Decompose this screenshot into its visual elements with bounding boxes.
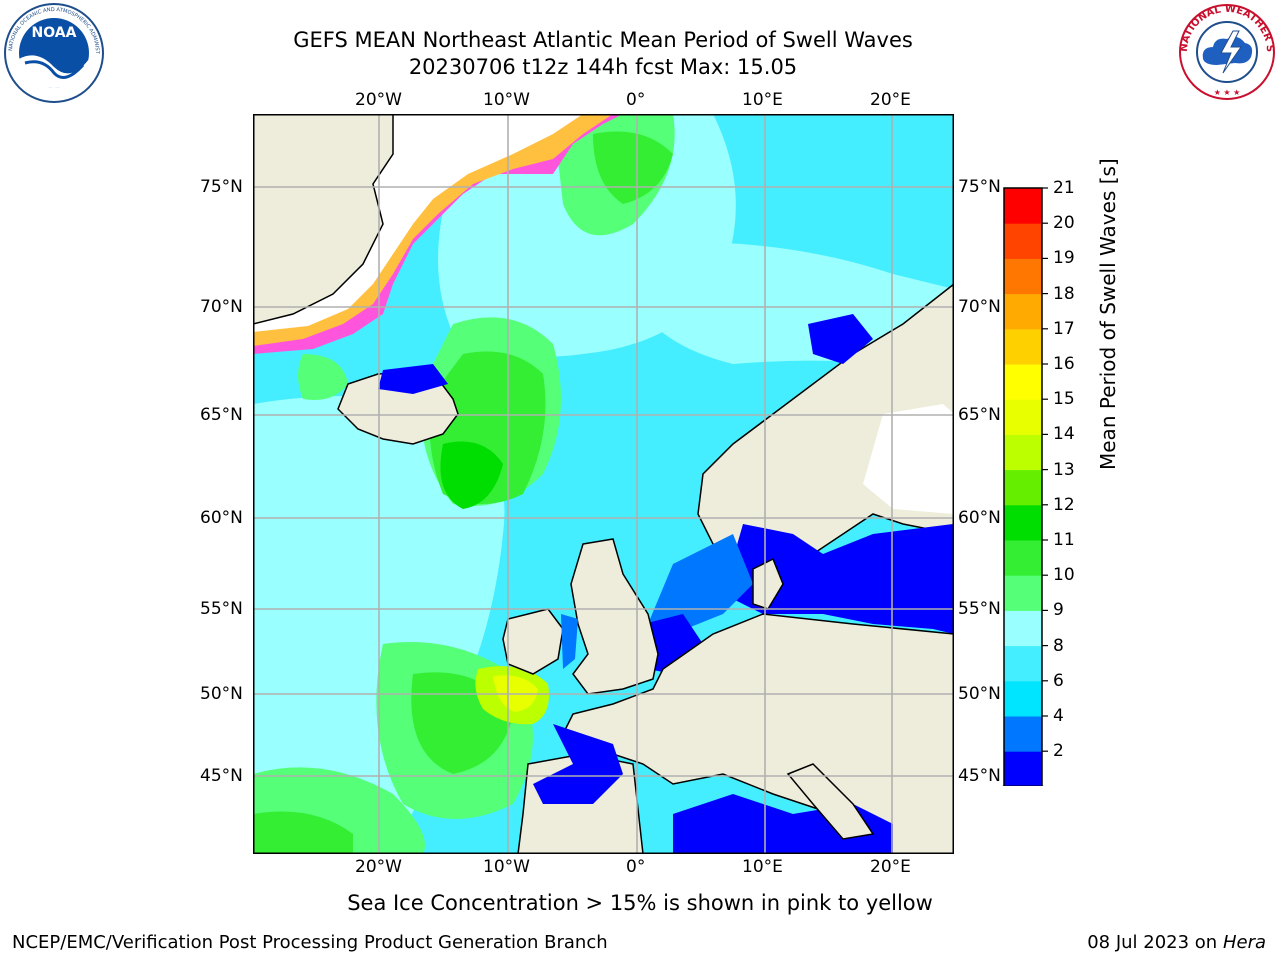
colorbar-segment [1004,434,1042,471]
lat-label-left-50n: 50°N [200,684,243,704]
footer-machine: Hera [1222,932,1266,953]
noaa-logo: NOAA NATIONAL OCEANIC AND ATMOSPHERIC AD… [0,0,105,103]
colorbar-tick-label: 6 [1053,670,1064,691]
lon-label-top-10e: 10°E [742,90,783,110]
colorbar-segment [1004,540,1042,576]
map-frame [253,114,954,854]
swell-band-0-2-baltic [723,524,954,634]
map-canvas [253,114,954,854]
colorbar-tick-label: 2 [1053,741,1064,762]
swell-band-10-11-north [593,131,673,204]
lat-label-left-55n: 55°N [200,599,243,619]
lon-label-top-20e: 20°E [870,90,911,110]
lon-label-bottom-10e: 10°E [742,857,783,877]
map-panel [253,114,954,854]
colorbar-segment [1004,504,1042,541]
lat-label-right-45n: 45°N [958,766,1001,786]
colorbar-segment [1004,364,1042,400]
lon-label-top-20w: 20°W [355,90,402,110]
colorbar-tick-label: 21 [1053,178,1075,198]
swell-band-9-10-iceland-west [298,354,348,400]
colorbar-tick-label: 13 [1053,459,1075,480]
swell-band-0-2-biscay-coast [533,724,623,804]
colorbar-segment [1004,680,1042,717]
colorbar-segment [1004,399,1042,435]
colorbar-tick-label: 9 [1053,600,1064,621]
lat-label-right-70n: 70°N [958,297,1001,317]
lat-label-right-50n: 50°N [958,684,1001,704]
svg-text:★ ★ ★: ★ ★ ★ [1214,88,1241,97]
lon-label-bottom-20e: 20°E [870,857,911,877]
colorbar [1000,186,1050,818]
ireland [502,608,564,675]
colorbar-tick-label: 18 [1053,283,1075,304]
colorbar-tick-label: 12 [1053,494,1075,515]
swell-band-11-12 [440,441,503,509]
colorbar-segment [1004,188,1042,224]
graticule [253,114,954,854]
sea-ice-caption: Sea Ice Concentration > 15% is shown in … [347,891,933,915]
footer-date: 08 Jul 2023 on Hera [1087,932,1266,954]
noaa-logo-text: NOAA [32,25,77,41]
lat-label-left-70n: 70°N [200,297,243,317]
lat-label-right-60n: 60°N [958,508,1001,528]
footer-credit: NCEP/EMC/Verification Post Processing Pr… [12,932,608,953]
colorbar-tick-label: 16 [1053,354,1075,374]
lat-label-left-75n: 75°N [200,177,243,197]
map-subtitle: 20230706 t12z 144h fcst Max: 15.05 [408,55,798,79]
lon-label-top-10w: 10°W [483,90,530,110]
italy [786,763,875,840]
nws-logo: NATIONAL WEATHER SERVICE ★ ★ ★ [1173,0,1277,101]
colorbar-segment [1004,716,1042,752]
colorbar-segment [1004,610,1042,647]
colorbar-tick-label: 19 [1053,248,1075,269]
continental-europe [562,613,954,854]
colorbar-tick-label: 17 [1053,318,1075,339]
colorbar-tick-label: 11 [1053,530,1075,550]
lon-label-bottom-20w: 20°W [355,857,402,877]
lat-label-right-55n: 55°N [958,599,1001,619]
lat-label-left-45n: 45°N [200,766,243,786]
lat-label-left-60n: 60°N [200,508,243,528]
lon-label-bottom-0: 0° [626,857,646,877]
colorbar-tick-label: 20 [1053,213,1075,234]
colorbar-label: Mean Period of Swell Waves [s] [1096,158,1120,470]
colorbar-segment [1004,575,1042,611]
colorbar-tick-label: 8 [1053,635,1064,656]
colorbar-tick-label: 15 [1053,389,1075,410]
lat-label-left-65n: 65°N [200,405,243,425]
lon-label-top-0: 0° [626,90,646,110]
colorbar-segment [1004,258,1042,295]
swell-band-2-4-irish-sea [561,614,578,669]
swell-band-0-2-iceland-north [378,364,448,394]
colorbar-segment [1004,751,1042,787]
colorbar-tick-labels: 21 20 19 18 17 16 15 14 13 12 11 10 9 8 6 4 2 [1044,0,1084,960]
baltic-ice-free-white [863,404,954,514]
colorbar-segment [1004,328,1042,365]
swell-band-0-2-barents [808,314,873,364]
lat-label-right-75n: 75°N [958,177,1001,197]
colorbar-segment [1004,469,1042,506]
map-title: GEFS MEAN Northeast Atlantic Mean Period… [293,28,913,52]
colorbar-tick-label: 4 [1053,706,1064,726]
footer-date-text: 08 Jul 2023 on [1087,932,1223,953]
colorbar-graphic [1002,187,1048,818]
swell-band-10-11-sw [253,811,353,854]
colorbar-tick-label: 14 [1053,424,1075,445]
denmark [752,557,784,610]
colorbar-tick-label: 10 [1053,565,1075,586]
lat-label-right-65n: 65°N [958,405,1001,425]
colorbar-segment [1004,645,1042,682]
colorbar-segment [1004,293,1042,330]
colorbar-segment [1004,223,1042,259]
lon-label-bottom-10w: 10°W [483,857,530,877]
greenland-land [253,114,394,325]
